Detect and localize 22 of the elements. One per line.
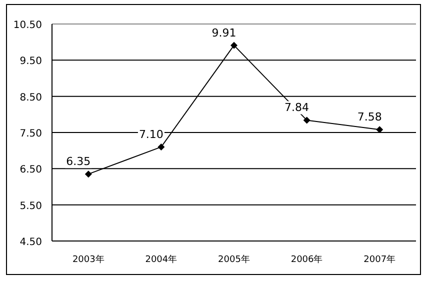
x-tick-label: 2005年 — [218, 254, 250, 265]
x-tick-label: 2004年 — [145, 254, 178, 265]
data-label: 9.91 — [212, 26, 236, 40]
point — [376, 126, 384, 134]
y-tick-label: 9.50 — [20, 56, 42, 68]
data-label: 6.35 — [66, 155, 91, 168]
x-tick-label: 2007年 — [364, 254, 396, 265]
y-tick-label: 4.50 — [20, 237, 42, 248]
data-label: 7.58 — [357, 110, 382, 124]
y-tick-label: 8.50 — [20, 92, 42, 104]
y-tick-label: 6.50 — [20, 164, 42, 176]
data-label: 7.10 — [138, 128, 164, 141]
data-label: 7.84 — [284, 101, 310, 114]
point — [303, 116, 310, 124]
point — [158, 143, 165, 150]
y-tick-label: 7.50 — [20, 128, 42, 140]
y-tick-label: 10.50 — [13, 20, 42, 31]
point — [230, 42, 238, 49]
x-tick-label: 2003年 — [72, 254, 104, 265]
point — [84, 170, 92, 178]
x-tick-label: 2006年 — [290, 254, 323, 265]
y-tick-label: 5.50 — [20, 200, 42, 212]
